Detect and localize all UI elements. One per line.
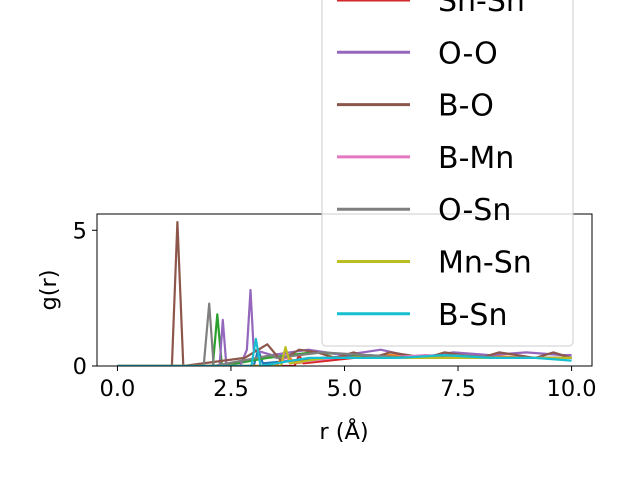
- legend-entry-b-mn: B-Mn: [337, 141, 514, 176]
- x-axis-title: r (Å): [319, 417, 368, 445]
- legend-label: O-O: [438, 36, 498, 71]
- legend-entry-mn-sn: Mn-Sn: [337, 246, 532, 281]
- y-tick-label: 5: [73, 218, 87, 244]
- legend-entry-o-sn: O-Sn: [337, 193, 511, 228]
- series-line-o-o: [117, 288, 572, 366]
- y-axis-ticks: 05: [73, 218, 97, 380]
- legend-label: Sn-Sn: [438, 0, 525, 19]
- x-axis-ticks: 0.0 2.5 5.0 7.5 10.0: [100, 366, 597, 402]
- legend-label: B-O: [438, 89, 494, 124]
- legend-entry-o-o: O-O: [337, 36, 498, 71]
- legend-label: Mn-Sn: [438, 246, 532, 281]
- legend-entry-b-sn: B-Sn: [337, 298, 507, 333]
- x-tick-label: 10.0: [547, 376, 597, 402]
- legend-entry-b-o: B-O: [337, 89, 494, 124]
- legend-label: O-Sn: [438, 193, 511, 228]
- x-tick-label: 7.5: [440, 376, 476, 402]
- legend-entry-sn-sn: Sn-Sn: [337, 0, 525, 19]
- x-tick-label: 2.5: [213, 376, 249, 402]
- legend-label: B-Mn: [438, 141, 514, 176]
- y-axis-title: g(r): [36, 269, 62, 310]
- x-tick-label: 5.0: [327, 376, 363, 402]
- x-tick-label: 0.0: [100, 376, 136, 402]
- y-tick-label: 0: [73, 354, 87, 380]
- series-line-b-sn: [117, 337, 572, 366]
- plot-lines: [117, 221, 572, 366]
- legend-label: B-Sn: [438, 298, 507, 333]
- legend-box: [321, 0, 574, 347]
- legend: Sn-Sn O-O B-O B-Mn O-Sn Mn-Sn B-Sn: [321, 0, 574, 347]
